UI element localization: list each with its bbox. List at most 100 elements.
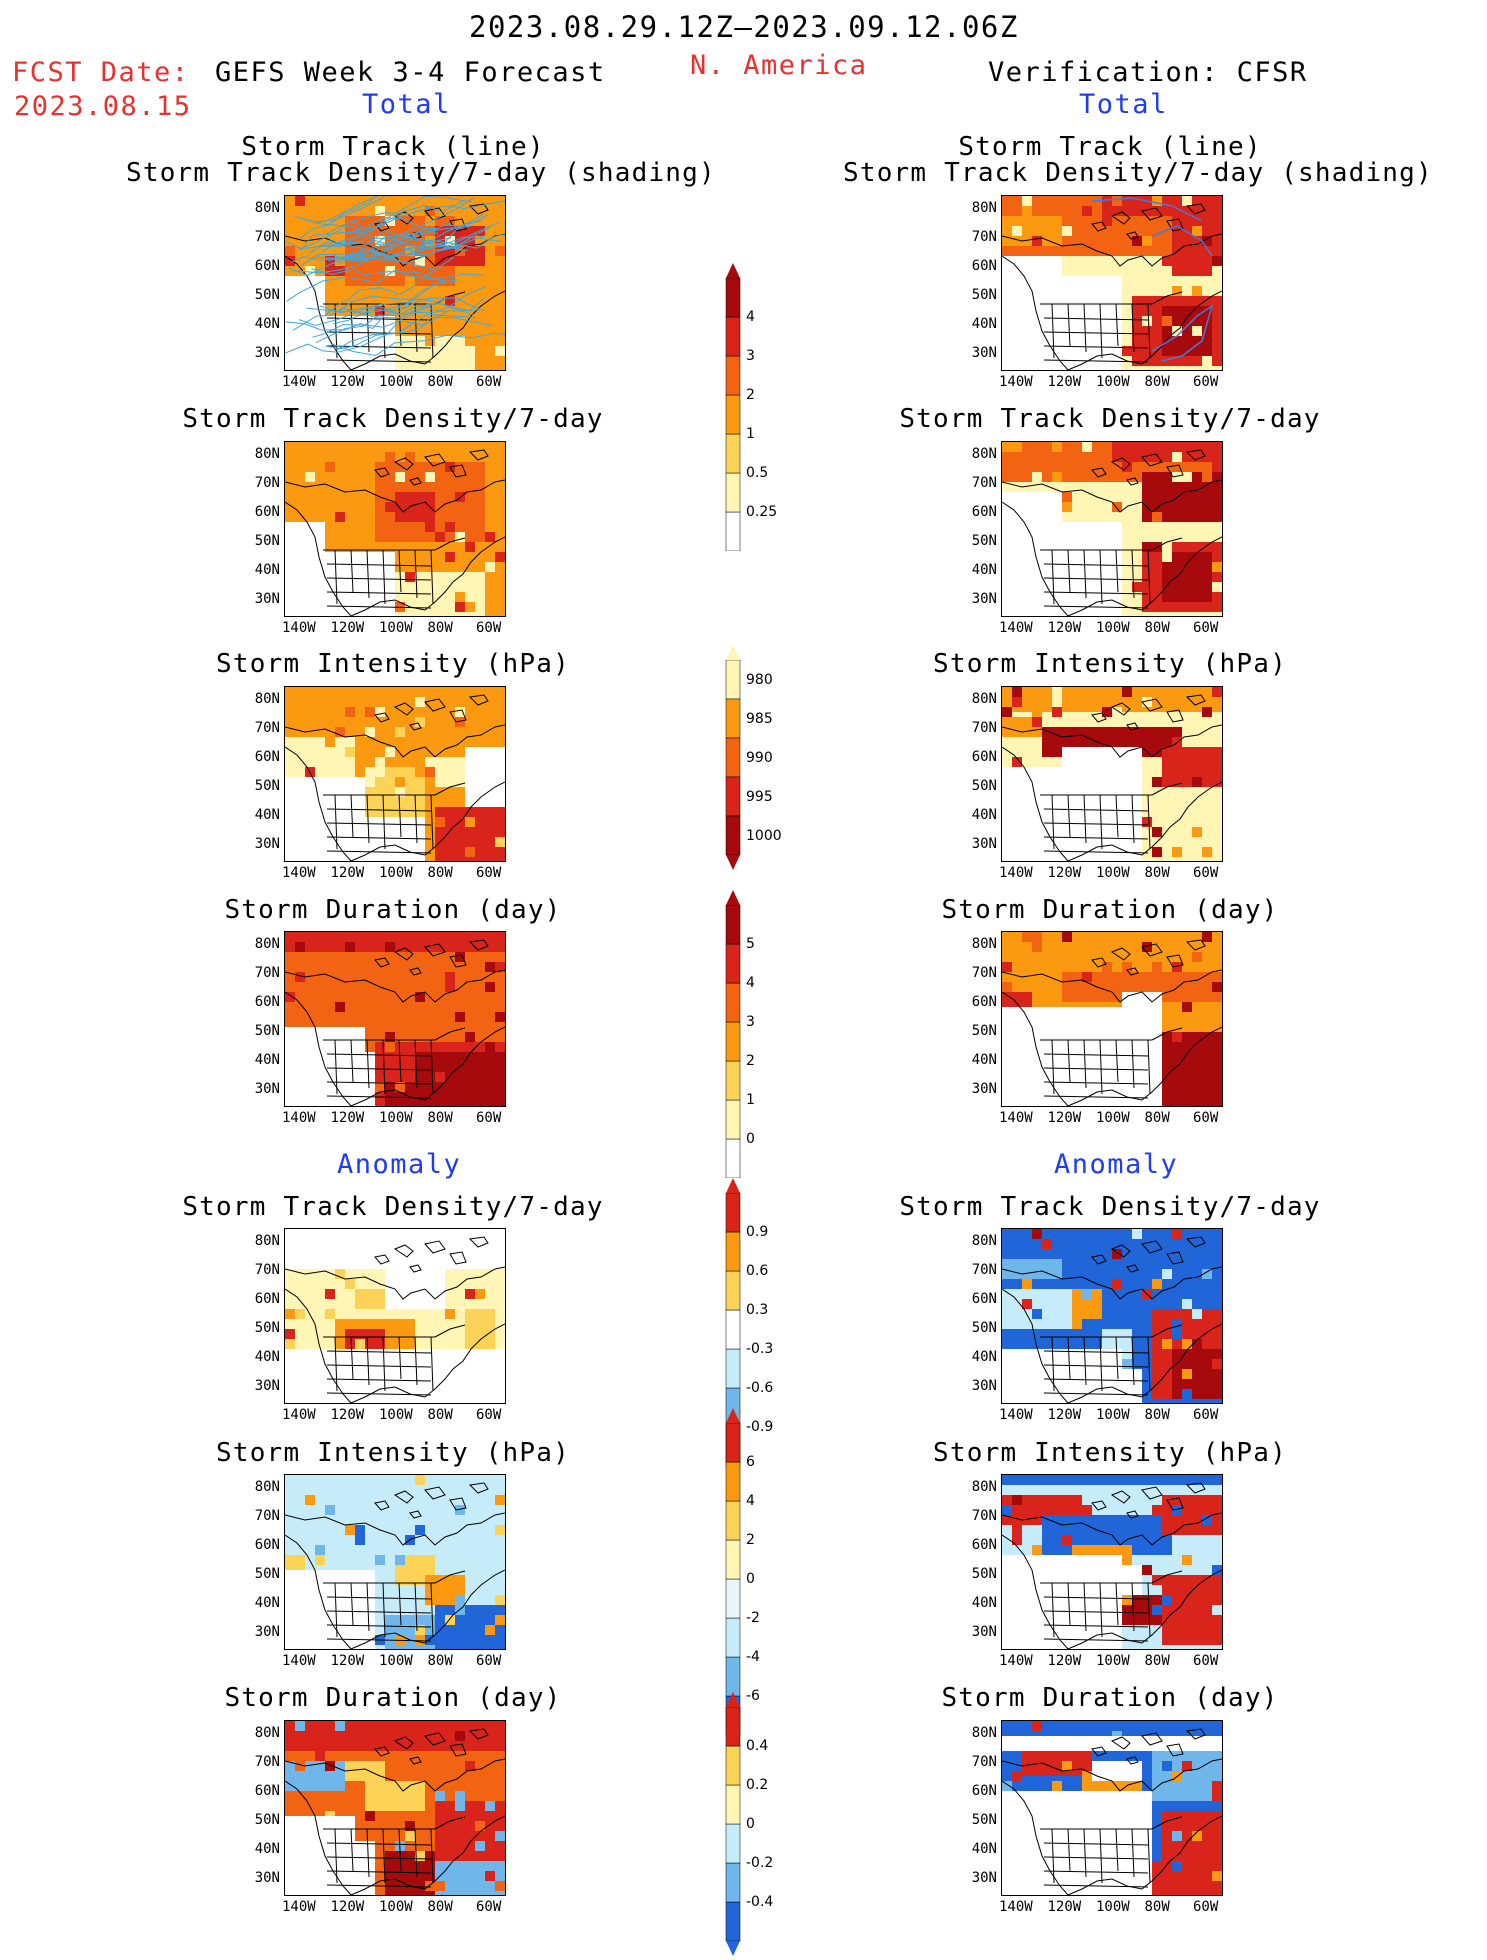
map-field [285,1721,505,1895]
lon-tick-label: 60W [1193,1407,1219,1423]
colorbar-tick-label: -0.4 [746,1894,774,1910]
title-track-shading-left: Storm Track Density/7-day (shading) [126,158,716,188]
lat-tick-label: 40N [971,1052,997,1068]
colorbar-tick-label: 3 [746,1014,755,1030]
colorbar-swatches [725,645,741,870]
lon-tick-label: 60W [476,1110,502,1126]
map-field [285,932,505,1106]
total-label-left: Total [362,89,451,120]
lon-tick-label: 80W [1144,1653,1170,1669]
title-intensity-left: Storm Intensity (hPa) [216,649,570,679]
verification-title: Verification: CFSR [988,57,1308,88]
colorbar-tick-label: 0.5 [746,465,769,481]
lat-tick-label: 30N [254,345,280,361]
lon-tick-label: 120W [1047,865,1082,881]
lat-tick-label: 70N [254,1754,280,1770]
lat-tick-label: 30N [971,1081,997,1097]
lon-tick-label: 100W [379,865,413,881]
colorbar-tick-label: -0.3 [746,1341,774,1357]
lon-tick-label: 140W [999,865,1033,881]
period-title: 2023.08.29.12Z–2023.09.12.06Z [469,10,1019,44]
lat-tick-label: 40N [254,1595,280,1611]
lon-tick-label: 120W [330,1110,365,1126]
title-intensity-right: Storm Intensity (hPa) [933,649,1287,679]
lon-tick-label: 60W [476,865,502,881]
map-anom-duration-right [1001,1720,1223,1896]
colorbar-tick-label: 0 [746,1131,755,1147]
lon-tick-label: 140W [999,1407,1033,1423]
colorbar-tick-label: 6 [746,1454,755,1470]
lon-tick-label: 120W [330,1899,365,1915]
lon-tick-label: 60W [1193,865,1219,881]
title-anom-duration-right: Storm Duration (day) [941,1683,1279,1713]
lon-tick-label: 140W [999,1899,1033,1915]
lon-tick-label: 120W [1047,620,1082,636]
colorbar-tick-label: 0.6 [746,1263,769,1279]
lat-tick-label: 70N [254,720,280,736]
map-field [285,196,505,370]
lat-tick-label: 50N [971,1566,997,1582]
title-anom-density-left: Storm Track Density/7-day [182,1192,604,1222]
lat-tick-label: 40N [971,1349,997,1365]
title-density-left: Storm Track Density/7-day [182,404,604,434]
lat-tick-label: 60N [971,504,997,520]
map-duration-right [1001,931,1223,1107]
lon-tick-label: 80W [1144,1407,1170,1423]
lon-tick-label: 80W [427,1899,453,1915]
lat-tick-label: 60N [254,749,280,765]
lon-tick-label: 80W [427,865,453,881]
title-anom-density-right: Storm Track Density/7-day [899,1192,1321,1222]
map-anom-density-left [284,1228,506,1404]
lat-tick-label: 30N [254,1378,280,1394]
lon-tick-label: 60W [476,374,502,390]
lon-tick-label: 80W [427,374,453,390]
map-field [1002,196,1222,370]
lat-tick-label: 80N [971,200,997,216]
lat-tick-label: 60N [254,258,280,274]
lat-tick-label: 80N [254,446,280,462]
lat-tick-label: 30N [971,591,997,607]
lon-tick-label: 140W [999,620,1033,636]
colorbar-tick-label: 0.2 [746,1777,769,1793]
colorbar-duration-anom [724,1692,742,1960]
colorbar-tick-label: 4 [746,1493,755,1509]
lat-tick-label: 70N [971,720,997,736]
lon-tick-label: 140W [282,374,316,390]
lon-tick-label: 120W [330,374,365,390]
lat-tick-label: 60N [254,1291,280,1307]
lat-tick-label: 30N [254,836,280,852]
map-field [285,1229,505,1403]
lon-tick-label: 140W [282,1110,316,1126]
lon-tick-label: 120W [330,1407,365,1423]
lon-tick-label: 100W [379,1407,413,1423]
lon-tick-label: 120W [1047,1653,1082,1669]
lat-tick-label: 50N [254,778,280,794]
lat-tick-label: 40N [254,562,280,578]
lon-tick-label: 60W [476,620,502,636]
lat-tick-label: 70N [971,965,997,981]
map-anom-density-right [1001,1228,1223,1404]
colorbar-tick-label: 995 [746,788,773,805]
lon-tick-label: 120W [330,865,365,881]
map-field [1002,932,1222,1106]
lon-tick-label: 140W [999,1110,1033,1126]
lat-tick-label: 40N [254,316,280,332]
lat-tick-label: 50N [254,1566,280,1582]
lon-tick-label: 100W [1096,1407,1130,1423]
lat-tick-label: 50N [971,778,997,794]
lat-tick-label: 30N [254,591,280,607]
lon-tick-label: 140W [282,1653,316,1669]
lon-tick-label: 120W [330,620,365,636]
lat-tick-label: 80N [254,200,280,216]
lat-tick-label: 80N [971,936,997,952]
fcst-date-value: 2023.08.15 [14,91,192,122]
lat-tick-label: 40N [971,1841,997,1857]
colorbar-tick-label: 980 [746,671,773,688]
lon-tick-label: 140W [282,620,316,636]
lon-tick-label: 120W [330,1653,365,1669]
lat-tick-label: 40N [254,1841,280,1857]
lon-tick-label: 100W [1096,865,1130,881]
product-title: GEFS Week 3-4 Forecast [215,57,606,88]
lat-tick-label: 50N [254,287,280,303]
lon-tick-label: 140W [282,1407,316,1423]
